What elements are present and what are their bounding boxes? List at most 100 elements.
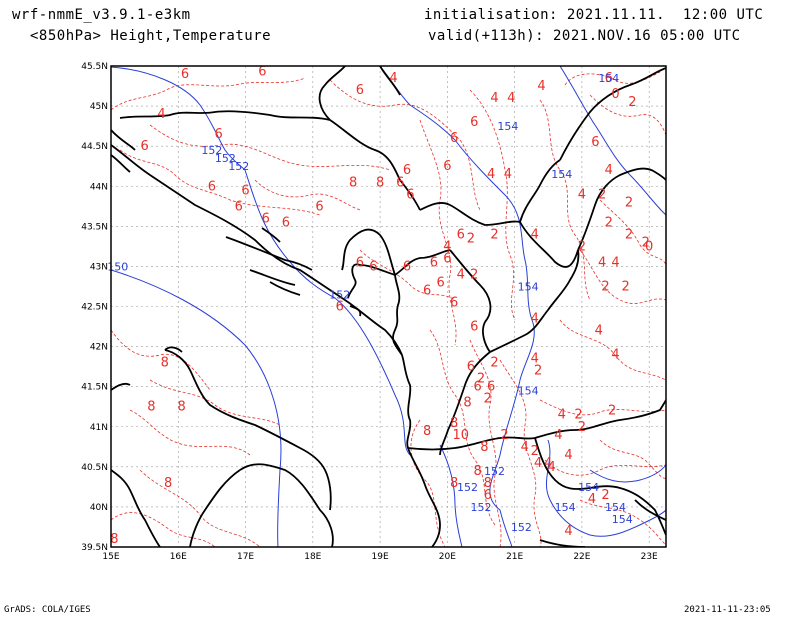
field-description: <850hPa> Height,Temperature <box>30 28 272 44</box>
temperature-contour-label: 4 <box>578 187 586 202</box>
longitude-tick-label: 20E <box>439 552 456 562</box>
temperature-contour-label: 8 <box>376 175 384 190</box>
temperature-contour-label: 2 <box>598 187 606 202</box>
temperature-contour-label: 8 <box>484 476 492 491</box>
temperature-contour-label: 6 <box>356 83 364 98</box>
model-name: wrf-nmmE_v3.9.1-e3km <box>12 7 191 23</box>
temperature-contour-label: 2 <box>574 408 582 423</box>
height-contours <box>111 66 666 547</box>
temperature-contour-label: 4 <box>504 167 512 182</box>
temperature-contour-label: 8 <box>161 356 169 371</box>
temperature-contour-label: 8 <box>147 400 155 415</box>
height-contour-label: 154 <box>518 280 539 293</box>
temperature-contour-label: 6 <box>470 115 478 130</box>
temperature-contour-label: 4 <box>564 524 572 539</box>
temperature-contour-label: 2 <box>601 279 609 294</box>
temperature-contour-label: 2 <box>625 227 633 242</box>
latitude-tick-label: 45.5N <box>81 62 108 72</box>
temperature-contour-label: 6 <box>443 251 451 266</box>
height-contour-label: 152 <box>329 288 350 301</box>
coastlines-borders <box>111 66 666 547</box>
temperature-contour-label: 6 <box>450 296 458 311</box>
temperature-contour-label: 2 <box>490 227 498 242</box>
grads-credit: GrADS: COLA/IGES <box>4 605 91 615</box>
height-contour-label: 154 <box>605 501 626 514</box>
temperature-contour-label: 4 <box>611 348 619 363</box>
temperature-contour-label: 4 <box>534 456 542 471</box>
map-frame <box>110 65 667 548</box>
latitude-tick-label: 40N <box>90 503 108 513</box>
temperature-contour-label: 2 <box>625 195 633 210</box>
temperature-contour-label: 2 <box>477 372 485 387</box>
temperature-contour-label: 8 <box>349 175 357 190</box>
temperature-contour-label: 4 <box>490 91 498 106</box>
temperature-contour-label: 4 <box>157 107 165 122</box>
initialisation-time: initialisation: 2021.11.11. 12:00 UTC <box>424 7 764 23</box>
temperature-contour-label: 6 <box>403 163 411 178</box>
temperature-contour-label: 4 <box>531 227 539 242</box>
temperature-contour-label: 6 <box>336 300 344 315</box>
latitude-tick-label: 40.5N <box>81 463 108 473</box>
temperature-contour-label: 6 <box>406 187 414 202</box>
latitude-tick-label: 43N <box>90 262 108 272</box>
height-contour-label: 152 <box>201 144 222 157</box>
temperature-contour-label: 4 <box>507 91 515 106</box>
temperature-contour-label: 2 <box>628 95 636 110</box>
temperature-contour-label: 6 <box>262 211 270 226</box>
temperature-contour-label: 4 <box>605 163 613 178</box>
temperature-contour-label: 2 <box>467 231 475 246</box>
latitude-tick-label: 41N <box>90 423 108 433</box>
temperature-contour-label: 6 <box>403 259 411 274</box>
temperature-contour-label: 4 <box>531 352 539 367</box>
temperature-contour-label: 6 <box>181 67 189 82</box>
valid-time: valid(+113h): 2021.NOV.16 05:00 UTC <box>428 28 741 44</box>
temperature-contour-label: 8 <box>177 400 185 415</box>
temperature-contour-label: 2 <box>500 428 508 443</box>
longitude-tick-label: 23E <box>641 552 658 562</box>
height-contour-label: 152 <box>471 501 492 514</box>
longitude-tick-label: 18E <box>304 552 321 562</box>
latitude-tick-label: 41.5N <box>81 383 108 393</box>
temperature-contour-label: 6 <box>605 71 613 86</box>
height-contour-label: 154 <box>518 385 539 398</box>
height-contour-label: 154 <box>578 481 599 494</box>
longitude-tick-label: 15E <box>102 552 119 562</box>
temperature-contour-label: 4 <box>611 255 619 270</box>
temperature-contours <box>111 71 666 547</box>
temperature-contour-label: 2 <box>531 444 539 459</box>
temperature-contour-label: 8 <box>423 424 431 439</box>
temperature-contour-label: 4 <box>558 408 566 423</box>
temperature-contour-label: 2 <box>470 267 478 282</box>
temperature-contour-label: 6 <box>214 127 222 142</box>
temperature-contour-label: 8 <box>480 440 488 455</box>
temperature-contour-label: 6 <box>315 199 323 214</box>
temperature-contour-label: 6 <box>467 360 475 375</box>
render-timestamp: 2021-11-11-23:05 <box>684 605 771 615</box>
temperature-contour-label: 6 <box>282 215 290 230</box>
latitude-tick-label: 42.5N <box>81 303 108 313</box>
latitude-tick-label: 44.5N <box>81 142 108 152</box>
temperature-contour-label: 4 <box>521 440 529 455</box>
temperature-contour-label: 8 <box>164 476 172 491</box>
temperature-contour-label: 2 <box>601 488 609 503</box>
axis-tick-labels: 15E 16E 17E 18E 19E 20E 21E 22E 23E 39.5N 40N 40.5N… <box>81 62 658 562</box>
temperature-contour-label: 6 <box>430 255 438 270</box>
temperature-contour-label: 2 <box>578 420 586 435</box>
temperature-contour-label: 4 <box>547 460 555 475</box>
temperature-contour-label: 8 <box>463 396 471 411</box>
temperature-contour-label: 6 <box>484 488 492 503</box>
height-labels: 1521521521501521541541541541541521521521… <box>107 72 633 534</box>
temperature-contour-label: 10 <box>453 428 470 443</box>
temperature-contour-label: 6 <box>487 380 495 395</box>
longitude-tick-label: 22E <box>573 552 590 562</box>
temperature-contour-label: 8 <box>450 476 458 491</box>
latitude-tick-label: 43.5N <box>81 222 108 232</box>
latitude-tick-label: 45N <box>90 102 108 112</box>
temperature-contour-label: 6 <box>436 275 444 290</box>
temperature-contour-label: 2 <box>642 235 650 250</box>
height-contour-label: 154 <box>555 501 576 514</box>
height-contour-label: 154 <box>551 168 572 181</box>
height-contour-label: 154 <box>598 72 619 85</box>
